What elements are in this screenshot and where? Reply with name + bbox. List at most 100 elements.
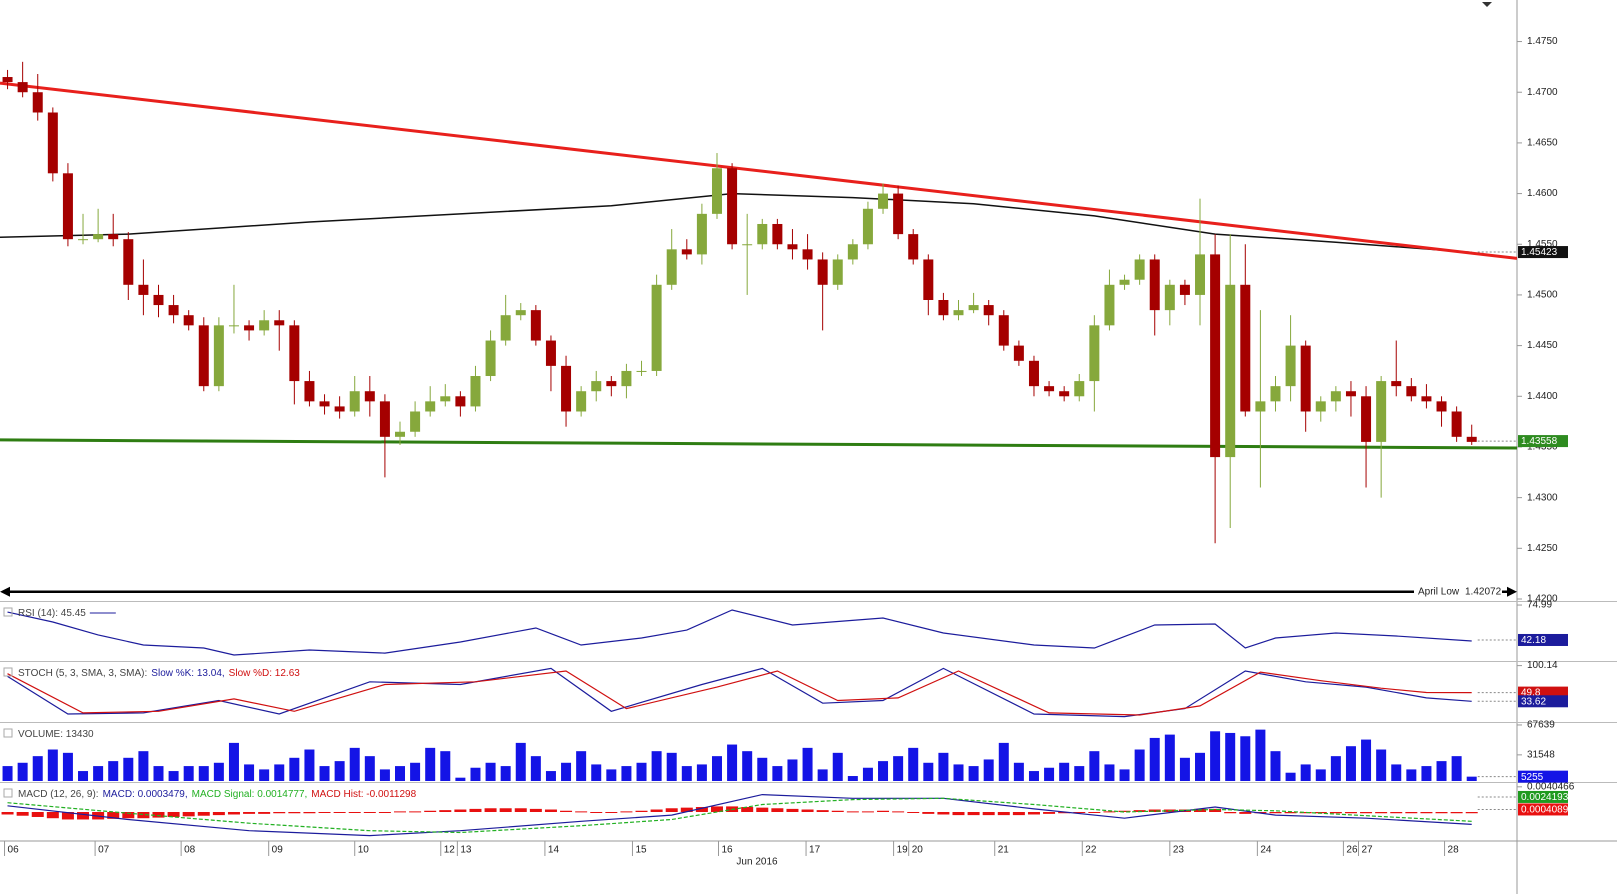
macd-hist-bar [635,810,648,812]
macd-hist-bar [1450,812,1463,814]
macd-hist-bar [333,812,346,813]
x-tick-label: 20 [912,845,924,856]
candle-body [213,325,224,387]
volume-bar [696,764,707,781]
candle-body [108,234,119,240]
volume-bar [1330,756,1341,781]
macd-hist-bar [16,812,29,816]
volume-bar [636,762,647,781]
volume-bar [681,766,692,781]
candle-body [1119,279,1130,285]
candle-body [802,249,813,260]
candle-body [274,320,285,326]
macd-hist-bar [122,812,135,819]
macd-hist-bar [967,812,980,816]
candle-body [847,244,858,260]
y-tick-label: 1.4700 [1527,87,1558,98]
macd-hist-bar [152,812,165,818]
legend-entry: Slow %K: 13.04, [151,668,224,679]
price-flag [1518,790,1568,803]
volume-bar [213,762,224,781]
candle-body [470,376,481,407]
volume-bar [1240,736,1251,781]
candle-body [1255,401,1266,412]
candle-body [1421,396,1432,402]
candle-body [727,168,738,245]
candle-body [1225,284,1236,458]
price-flag [1518,695,1568,708]
x-tick-label: 17 [809,845,821,856]
candle-body [1300,345,1311,412]
macd-hist-bar [1073,812,1086,813]
macd-hist-bar [1269,812,1282,814]
candle-body [395,431,406,437]
dropdown-arrow[interactable] [1482,2,1492,7]
volume-bar [1345,746,1356,781]
x-axis-label: Jun 2016 [736,857,778,868]
legend-entry: Slow %D: 12.63 [229,668,301,679]
volume-bar [228,742,239,781]
candle-body [696,213,707,255]
macd-hist-bar [1435,812,1448,814]
candle-body [1179,284,1190,295]
volume-bar [47,749,58,781]
macd-hist-bar [454,809,467,812]
volume-bar [470,767,481,781]
volume-bar [410,762,421,781]
volume-bar [1074,766,1085,781]
volume-bar [500,766,511,781]
candle-body [17,82,28,93]
candle-body [817,259,828,285]
macd-hist-bar [982,812,995,816]
x-tick-label: 13 [460,845,472,856]
macd-hist-bar [1239,812,1252,814]
volume-bar [1210,731,1221,781]
volume-bar [17,762,28,781]
y-tick-label: 1.4600 [1527,188,1558,199]
volume-bar [1466,776,1477,781]
volume-bar [953,764,964,781]
candle-body [1059,391,1070,397]
volume-bar [832,752,843,781]
x-tick-label: 10 [358,845,370,856]
candle-body [334,406,345,412]
macd-hist-bar [1103,811,1116,813]
volume-bar [1376,749,1387,781]
volume-bar [1285,772,1296,781]
macd-hist-bar [861,811,874,813]
macd-hist-bar [952,812,965,816]
candle-body [289,325,300,382]
macd-hist-bar [1118,810,1131,812]
y-tick-label: 100.14 [1527,660,1558,671]
macd-hist-bar [575,811,588,813]
volume-bar [1059,762,1070,781]
candle-body [983,305,994,316]
panel-icon [3,728,13,738]
candle-body [1104,284,1115,326]
candle-body [1330,391,1341,402]
candle-body [772,223,783,245]
candle-body [78,239,89,241]
macd-hist-bar [695,807,708,812]
candle-body [1210,254,1221,458]
x-tick-label: 07 [98,845,110,856]
volume-bar [908,747,919,781]
candle-body [1436,401,1447,412]
x-tick-label: 08 [184,845,196,856]
candle-body [1164,284,1175,311]
volume-bar [2,766,13,781]
candle-body [500,315,511,341]
volume-bar [1164,734,1175,781]
volume-bar [440,751,451,781]
volume-bar [878,761,889,781]
candle-body [666,249,677,285]
price-flag-label: 1.43558 [1521,436,1558,447]
x-tick-label: 12 [444,845,456,856]
volume-bar [651,751,662,781]
candle-body [953,310,964,316]
macd-hist-bar [786,808,799,812]
macd-hist-bar [1027,812,1040,815]
volume-bar [138,751,149,781]
macd-hist-bar [922,812,935,814]
y-tick-label: 31548 [1527,750,1555,761]
